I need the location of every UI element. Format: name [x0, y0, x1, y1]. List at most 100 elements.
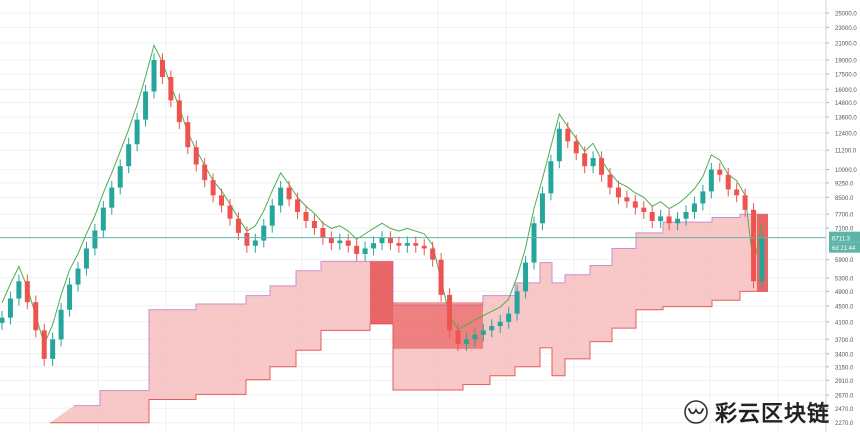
candle-body — [539, 193, 545, 224]
candle-body — [202, 164, 208, 181]
candle-body — [742, 195, 748, 210]
watermark: 彩云区块链 — [683, 396, 830, 428]
y-tick-label: 16000.0 — [835, 88, 857, 94]
candle-body — [126, 144, 132, 167]
candle-body — [311, 220, 317, 229]
candle-body — [404, 243, 410, 246]
candle-body — [41, 330, 47, 359]
y-tick-label: 14800.0 — [835, 101, 857, 107]
candle-body — [117, 166, 123, 188]
current-price-label: 6711.3 — [832, 237, 851, 243]
candle-body — [371, 243, 377, 249]
candle-body — [50, 339, 56, 359]
candle-body — [523, 262, 529, 292]
y-tick-label: 25000.0 — [835, 12, 857, 18]
candle-body — [244, 232, 250, 246]
candle-body — [565, 128, 571, 142]
candle-body — [83, 248, 89, 269]
candle-body — [210, 180, 216, 196]
candle-body — [235, 218, 241, 233]
candle-body — [143, 91, 149, 120]
candle-body — [354, 245, 360, 254]
candle-body — [387, 237, 393, 244]
candle-body — [159, 59, 165, 77]
candle-body — [176, 100, 182, 123]
watermark-text: 彩云区块链 — [714, 402, 830, 427]
candle-body — [269, 205, 275, 226]
candle-body — [658, 216, 664, 221]
candle-body — [607, 174, 613, 188]
candle-body — [556, 128, 562, 162]
y-tick-label: 19000.0 — [835, 58, 857, 64]
candle-body — [531, 223, 537, 263]
candle-body — [717, 169, 723, 175]
band-crash-zone — [370, 261, 393, 324]
y-tick-label: 11200.0 — [835, 149, 857, 155]
candle-body — [708, 169, 714, 192]
candle-body — [413, 243, 419, 246]
candle-body — [58, 309, 64, 340]
candle-body — [278, 187, 284, 206]
candle-body — [599, 158, 605, 175]
candle-body — [193, 147, 199, 165]
candle-body — [725, 174, 731, 190]
y-tick-label: 2470.0 — [835, 407, 854, 413]
y-tick-label: 17500.0 — [835, 73, 857, 79]
candle-body — [109, 187, 115, 208]
y-tick-label: 7700.0 — [835, 213, 854, 219]
candle-body — [75, 268, 81, 285]
candle-body — [337, 240, 343, 244]
candle-body — [185, 122, 191, 148]
candle-body — [447, 294, 453, 331]
y-tick-label: 2670.0 — [835, 394, 854, 400]
candle-body — [691, 203, 697, 212]
candle-body — [624, 197, 630, 202]
current-price-tag — [829, 231, 860, 243]
y-tick-label: 3400.0 — [835, 352, 854, 358]
candle-body — [0, 317, 5, 323]
candle-body — [303, 211, 309, 221]
current-price-marker: 6711.3 6d 21:44 — [0, 231, 860, 253]
candle-body — [134, 119, 140, 145]
candle-body — [7, 298, 13, 318]
y-tick-label: 2910.0 — [835, 379, 854, 385]
y-tick-label: 2270.0 — [835, 421, 854, 427]
grid — [0, 0, 826, 432]
y-tick-label: 5900.0 — [835, 258, 854, 264]
y-tick-label: 8500.0 — [835, 196, 854, 202]
candle-body — [514, 291, 520, 314]
candle-body — [379, 237, 385, 244]
candle-body — [455, 330, 461, 344]
candle-body — [734, 189, 740, 196]
candle-body — [751, 209, 757, 282]
candle-body — [548, 161, 554, 194]
candle-body — [421, 245, 427, 249]
candle-body — [168, 76, 174, 101]
countdown-label: 6d 21:44 — [832, 246, 856, 252]
candle-body — [582, 153, 588, 167]
y-tick-label: 3150.0 — [835, 365, 854, 371]
candle-body — [227, 205, 233, 219]
candle-body — [430, 248, 436, 260]
y-tick-label: 12400.0 — [835, 131, 857, 137]
candle-body — [295, 199, 301, 212]
y-tick-label: 13600.0 — [835, 116, 857, 122]
candle-body — [396, 243, 402, 246]
candle-body — [252, 240, 258, 246]
candle-body — [151, 59, 157, 92]
y-tick-label: 7100.0 — [835, 227, 854, 233]
candle-body — [641, 207, 647, 212]
candle-body — [219, 195, 225, 206]
y-tick-label: 4900.0 — [835, 290, 854, 296]
wechat-channel-icon — [684, 400, 708, 424]
candle-body — [497, 321, 503, 327]
candle-body — [24, 281, 30, 303]
envelope-line — [1, 43, 763, 346]
candle-body — [286, 187, 292, 200]
candle-body — [472, 334, 478, 340]
candle-body — [67, 284, 73, 310]
candle-body — [573, 141, 579, 154]
candle-body — [489, 326, 495, 331]
y-tick-label: 23000.0 — [835, 26, 857, 32]
band-bottom-zone — [393, 302, 483, 349]
